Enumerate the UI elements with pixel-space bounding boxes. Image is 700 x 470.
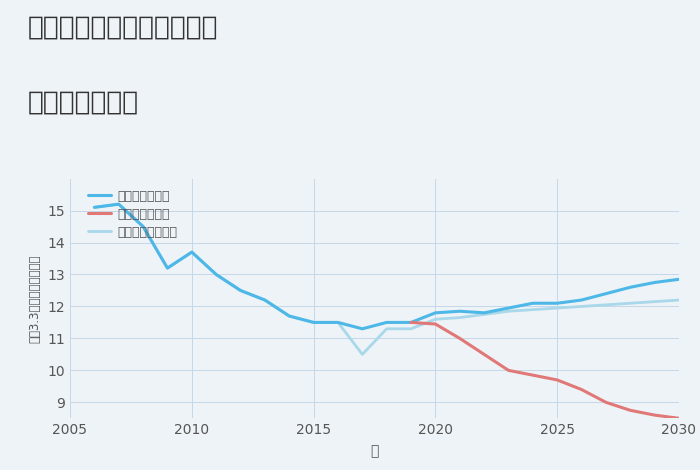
グッドシナリオ — [188, 249, 196, 255]
グッドシナリオ — [578, 297, 586, 303]
ノーマルシナリオ — [285, 313, 293, 319]
ノーマルシナリオ — [163, 265, 172, 271]
Y-axis label: 平（3.3㎡）単価（万円）: 平（3.3㎡）単価（万円） — [29, 254, 42, 343]
Legend: グッドシナリオ, バッドシナリオ, ノーマルシナリオ: グッドシナリオ, バッドシナリオ, ノーマルシナリオ — [88, 189, 177, 239]
ノーマルシナリオ — [260, 297, 269, 303]
グッドシナリオ — [431, 310, 440, 316]
グッドシナリオ — [626, 284, 634, 290]
グッドシナリオ — [456, 308, 464, 314]
ノーマルシナリオ — [504, 308, 512, 314]
グッドシナリオ — [407, 320, 415, 325]
X-axis label: 年: 年 — [370, 444, 379, 458]
バッドシナリオ — [480, 352, 489, 357]
グッドシナリオ — [504, 305, 512, 311]
グッドシナリオ — [309, 320, 318, 325]
グッドシナリオ — [650, 280, 659, 285]
ノーマルシナリオ — [480, 312, 489, 317]
バッドシナリオ — [650, 412, 659, 418]
バッドシナリオ — [578, 387, 586, 392]
ノーマルシナリオ — [382, 326, 391, 332]
バッドシナリオ — [553, 377, 561, 383]
グッドシナリオ — [237, 288, 245, 293]
ノーマルシナリオ — [115, 201, 123, 207]
グッドシナリオ — [139, 224, 147, 229]
ノーマルシナリオ — [431, 316, 440, 322]
グッドシナリオ — [90, 204, 99, 210]
Line: ノーマルシナリオ: ノーマルシナリオ — [94, 204, 679, 354]
ノーマルシナリオ — [334, 320, 342, 325]
Text: 三重県桑名市長島町松蔭の: 三重県桑名市長島町松蔭の — [28, 14, 218, 40]
ノーマルシナリオ — [602, 302, 610, 308]
ノーマルシナリオ — [188, 249, 196, 255]
バッドシナリオ — [431, 321, 440, 327]
Line: バッドシナリオ: バッドシナリオ — [411, 322, 679, 418]
ノーマルシナリオ — [528, 307, 537, 313]
グッドシナリオ — [675, 276, 683, 282]
グッドシナリオ — [480, 310, 489, 316]
ノーマルシナリオ — [407, 326, 415, 332]
ノーマルシナリオ — [237, 288, 245, 293]
グッドシナリオ — [334, 320, 342, 325]
ノーマルシナリオ — [578, 304, 586, 309]
Text: 土地の価格推移: 土地の価格推移 — [28, 89, 139, 115]
グッドシナリオ — [260, 297, 269, 303]
ノーマルシナリオ — [309, 320, 318, 325]
バッドシナリオ — [456, 336, 464, 341]
バッドシナリオ — [602, 400, 610, 405]
バッドシナリオ — [626, 407, 634, 413]
グッドシナリオ — [358, 326, 367, 332]
ノーマルシナリオ — [553, 305, 561, 311]
ノーマルシナリオ — [90, 204, 99, 210]
グッドシナリオ — [382, 320, 391, 325]
バッドシナリオ — [528, 372, 537, 378]
ノーマルシナリオ — [139, 224, 147, 229]
ノーマルシナリオ — [212, 272, 220, 277]
バッドシナリオ — [504, 368, 512, 373]
グッドシナリオ — [163, 265, 172, 271]
ノーマルシナリオ — [358, 352, 367, 357]
グッドシナリオ — [285, 313, 293, 319]
ノーマルシナリオ — [456, 315, 464, 321]
グッドシナリオ — [115, 201, 123, 207]
バッドシナリオ — [407, 320, 415, 325]
グッドシナリオ — [212, 272, 220, 277]
バッドシナリオ — [675, 415, 683, 421]
グッドシナリオ — [528, 300, 537, 306]
ノーマルシナリオ — [626, 300, 634, 306]
グッドシナリオ — [602, 291, 610, 297]
Line: グッドシナリオ: グッドシナリオ — [94, 204, 679, 329]
ノーマルシナリオ — [675, 297, 683, 303]
グッドシナリオ — [553, 300, 561, 306]
ノーマルシナリオ — [650, 299, 659, 305]
